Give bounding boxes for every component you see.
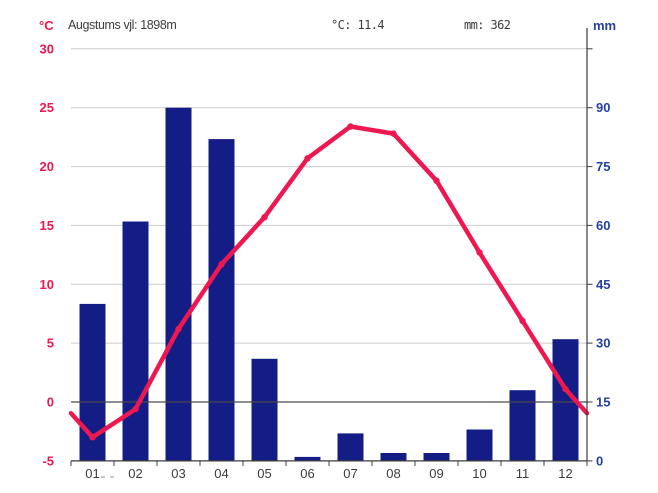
precip-bar: [251, 358, 278, 461]
temperature-point: [476, 249, 483, 256]
left-axis-label: 5: [47, 336, 54, 351]
precip-bar: [509, 390, 536, 461]
temperature-point: [218, 261, 225, 268]
temperature-point: [390, 130, 397, 137]
precip-bar: [380, 453, 407, 461]
left-axis-label: 15: [40, 218, 54, 233]
mean-temperature-stat: °C: 11.4: [331, 18, 385, 32]
precip-bar: [466, 429, 493, 461]
temperature-point: [89, 434, 96, 441]
temperature-line: [68, 124, 590, 440]
precip-bar: [294, 456, 321, 461]
x-axis-month-label: 03: [171, 466, 185, 481]
x-axis-month-label: 09: [429, 466, 443, 481]
temperature-point: [261, 214, 268, 221]
right-axis-label: 0: [596, 453, 603, 468]
right-axis-label: 15: [596, 395, 610, 410]
precip-bar: [165, 107, 192, 461]
right-axis-label: 75: [596, 159, 610, 174]
x-axis-month-label: 11: [516, 466, 530, 481]
temperature-point: [175, 325, 182, 333]
left-axis-label: 20: [40, 159, 54, 174]
x-axis-month-label: 10: [472, 466, 486, 481]
x-axis-month-label: 12: [558, 466, 572, 481]
temperature-point: [132, 405, 139, 413]
left-axis-label: 0: [47, 395, 54, 410]
precip-bar: [423, 453, 450, 461]
right-axis-label: 90: [596, 100, 610, 115]
x-axis-month-label: 01: [85, 466, 99, 481]
precip-bar: [208, 139, 235, 461]
x-axis-month-label: 07: [343, 466, 357, 481]
precip-bar: [337, 433, 364, 461]
temperature-point: [347, 123, 354, 130]
right-axis-label: 60: [596, 218, 610, 233]
watermark-dots: [101, 476, 114, 478]
temperature-point: [433, 177, 440, 184]
left-axis-label: 30: [40, 41, 54, 56]
left-axis-unit-label: °C: [39, 18, 54, 33]
left-axis-label: 10: [40, 277, 54, 292]
left-axis-label: 25: [40, 100, 54, 115]
left-axis-label: -5: [42, 453, 54, 468]
temperature-point: [562, 385, 569, 393]
precip-bar: [122, 221, 149, 461]
temperature-point: [519, 317, 526, 324]
x-axis-month-label: 04: [214, 466, 228, 481]
x-axis-month-label: 08: [386, 466, 400, 481]
right-axis-label: 45: [596, 277, 610, 292]
x-axis-month-label: 02: [128, 466, 142, 481]
right-axis-label: 30: [596, 336, 610, 351]
total-precipitation-stat: mm: 362: [464, 18, 511, 32]
watermark-dot: [110, 476, 114, 478]
temperature-point: [304, 155, 311, 162]
watermark-dot: [101, 476, 105, 478]
x-axis-month-label: 05: [257, 466, 271, 481]
x-axis-month-label: 06: [300, 466, 314, 481]
right-axis-unit-label: mm: [593, 18, 617, 33]
station-altitude-label: Augstums vjl: 1898m: [68, 18, 177, 32]
